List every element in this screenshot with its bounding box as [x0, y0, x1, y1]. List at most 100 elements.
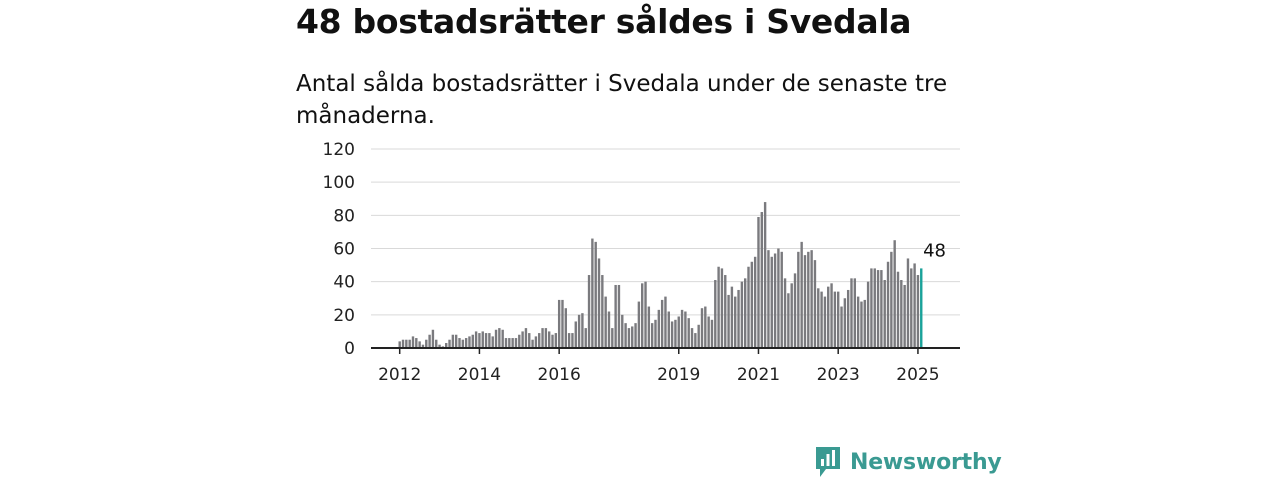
bar [737, 289, 740, 348]
bar [554, 333, 558, 348]
x-tick-label: 2019 [657, 365, 700, 385]
x-tick-label: 2012 [378, 365, 421, 385]
bar [601, 275, 604, 348]
bar [531, 339, 534, 348]
bar [544, 328, 548, 348]
bar [856, 296, 860, 348]
x-tick-label: 2014 [458, 365, 501, 385]
bar [840, 306, 843, 348]
bar [916, 275, 920, 348]
bar [524, 328, 528, 348]
bar [753, 256, 757, 348]
y-tick-label: 120 [323, 140, 355, 160]
bar [445, 343, 448, 348]
bar [448, 339, 451, 348]
bar [883, 280, 886, 348]
bar [800, 241, 803, 348]
bar [398, 341, 401, 348]
bar [833, 291, 837, 348]
bar [418, 341, 421, 348]
bar [893, 240, 896, 348]
bar [817, 288, 820, 348]
bar [461, 339, 465, 348]
bar [604, 296, 607, 348]
newsworthy-brand[interactable]: Newsworthy [814, 444, 1002, 480]
bar [627, 328, 631, 348]
bar [803, 255, 807, 348]
bar [780, 251, 783, 348]
bar [458, 338, 461, 348]
bar [428, 334, 431, 348]
y-tick-label: 0 [344, 339, 355, 359]
chart-subtitle: Antal sålda bostadsrätter i Svedala unde… [296, 71, 948, 129]
bar [471, 334, 474, 348]
bar [837, 291, 840, 348]
bar [823, 296, 827, 348]
bar [853, 278, 857, 348]
bar [734, 296, 737, 348]
bar [631, 326, 634, 348]
bar [727, 294, 730, 348]
bar [667, 311, 670, 348]
bar [654, 319, 657, 348]
bar [617, 284, 621, 348]
bars [398, 202, 923, 349]
bar [777, 248, 780, 348]
bar [850, 278, 853, 348]
bar [504, 338, 508, 348]
bar [830, 283, 833, 348]
bar [574, 321, 577, 348]
bar [717, 266, 720, 348]
bar [567, 333, 571, 348]
bar [730, 286, 734, 348]
bar [740, 281, 744, 348]
bar [670, 321, 674, 348]
bar [534, 336, 538, 348]
bar [886, 261, 890, 348]
bar [890, 251, 893, 348]
x-tick-label: 2021 [737, 365, 780, 385]
bar [863, 299, 866, 348]
bar [634, 323, 637, 349]
bar [700, 308, 704, 348]
x-axis-ticks: 2012 2014 2016 2019 2021 2023 2025 [378, 348, 940, 385]
bar [903, 284, 906, 348]
bar [690, 328, 694, 348]
bar [866, 281, 870, 348]
bar [896, 271, 900, 348]
y-tick-label: 100 [323, 173, 355, 193]
bar [714, 280, 717, 348]
bar [624, 323, 627, 349]
bar [561, 299, 564, 348]
bar [793, 273, 797, 349]
bar [813, 260, 817, 348]
bar [464, 338, 468, 348]
data-label-latest: 48 [923, 240, 946, 261]
bar [401, 339, 405, 348]
brand-name: Newsworthy [850, 449, 1002, 475]
bar [584, 328, 587, 348]
bar [697, 324, 700, 348]
bar [767, 250, 770, 348]
bar [657, 309, 661, 348]
bar [528, 333, 531, 348]
chart-title: 48 bostadsrätter såldes i Svedala [296, 2, 912, 41]
y-axis-ticks: 0 20 40 60 80 100 120 [323, 140, 355, 359]
bar [577, 314, 581, 348]
bar [787, 293, 790, 348]
bar [421, 344, 425, 348]
y-tick-label: 60 [333, 240, 355, 260]
bar [621, 314, 624, 348]
bar [607, 311, 611, 348]
bar [484, 333, 488, 348]
bar [557, 299, 561, 348]
bar [876, 270, 880, 348]
bar [541, 328, 544, 348]
bar [846, 289, 850, 348]
bar [571, 333, 574, 348]
bar [587, 275, 591, 348]
bar [873, 268, 876, 348]
bar [514, 338, 518, 348]
bar [674, 319, 677, 348]
